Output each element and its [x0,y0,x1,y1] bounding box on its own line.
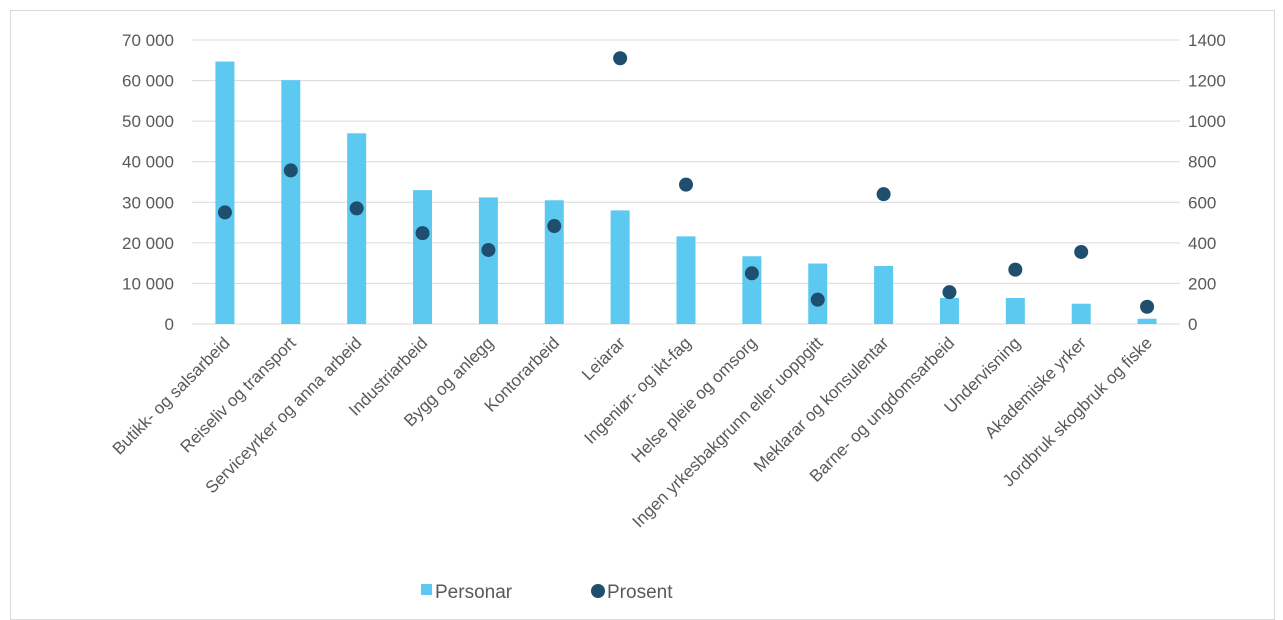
personar-bars [215,61,1157,324]
legend-swatch-personar [421,584,432,595]
right-tick-label: 1000 [1188,112,1226,131]
bar-personar [939,298,959,324]
right-tick-label: 200 [1188,274,1216,293]
legend: Personar Prosent [421,582,673,603]
bar-personar [1137,318,1157,324]
left-tick-label: 60 000 [122,72,174,91]
legend-swatch-prosent [591,584,605,598]
bar-personar [874,265,894,324]
point-prosent [876,187,891,202]
point-prosent [1008,262,1023,277]
point-prosent [679,177,693,192]
point-prosent [283,163,298,178]
point-prosent [217,205,232,220]
legend-label-prosent: Prosent [607,582,673,603]
bar-personar [1071,303,1091,324]
bar-personar [610,210,630,324]
right-axis-ticks: 0 200 400 600 800 1000 1200 1400 [1188,31,1226,334]
left-tick-label: 40 000 [122,153,174,172]
point-prosent [481,242,496,257]
right-tick-label: 600 [1188,193,1216,212]
bar-personar [478,197,498,324]
point-prosent [1074,244,1089,259]
category-label: Butikk- og salsarbeid [109,333,234,458]
left-tick-label: 50 000 [122,112,174,131]
bar-personar [347,133,367,324]
left-axis-ticks: 0 10 000 20 000 30 000 40 000 50 000 60 000 70 … [122,31,174,334]
left-tick-label: 30 000 [122,193,174,212]
bar-personar [281,80,301,324]
point-prosent [942,285,957,300]
right-tick-label: 0 [1188,315,1197,334]
right-tick-label: 1200 [1188,72,1226,91]
category-label: Leiarar [578,333,629,384]
bar-personar [1005,298,1025,324]
right-tick-label: 1400 [1188,31,1226,50]
right-tick-label: 800 [1188,153,1216,172]
point-prosent [1140,299,1155,314]
legend-label-personar: Personar [435,582,513,603]
point-prosent [349,201,364,216]
left-tick-label: 70 000 [122,31,174,50]
point-prosent [547,219,562,234]
point-prosent [744,266,759,281]
right-tick-label: 400 [1188,234,1216,253]
bar-personar [413,190,433,324]
bar-personar [215,61,235,324]
category-label: Helse pleie og omsorg [628,333,761,466]
left-tick-label: 0 [165,315,174,334]
left-tick-label: 10 000 [122,274,174,293]
prosent-points [217,51,1155,314]
bar-personar [676,236,696,324]
point-prosent [613,51,628,66]
point-prosent [415,226,430,241]
bar-personar [544,200,564,324]
category-label: Meklarar og konsulentar [750,333,893,476]
point-prosent [810,292,825,307]
category-label: Reiseliv og transport [177,333,300,456]
left-tick-label: 20 000 [122,234,174,253]
